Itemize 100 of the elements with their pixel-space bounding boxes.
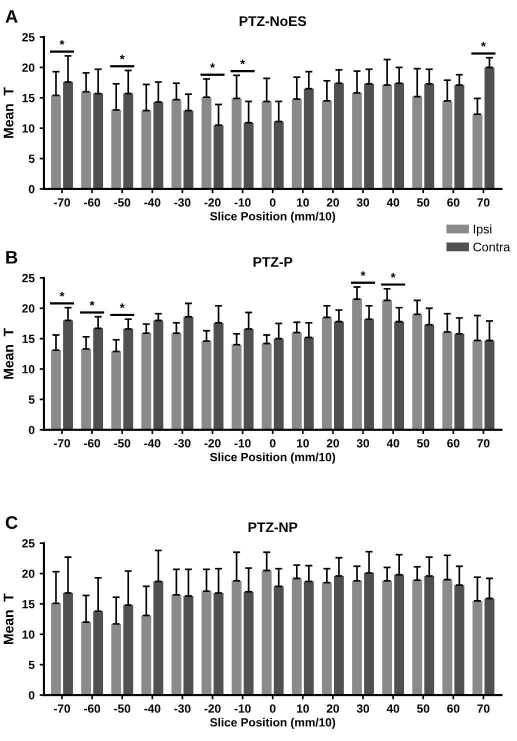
bar xyxy=(334,576,344,696)
annotation: * xyxy=(481,42,486,47)
x-tick-label: 40 xyxy=(386,439,400,448)
x-tick-label: 0 xyxy=(270,704,276,713)
y-tick-label: 15 xyxy=(22,600,35,608)
x-tick-label: -40 xyxy=(144,439,160,448)
x-tick-label: -70 xyxy=(54,704,70,713)
text: C xyxy=(6,516,18,529)
bar xyxy=(153,320,164,430)
bar xyxy=(141,615,152,696)
x-tick-label: -20 xyxy=(204,198,221,207)
x-tick-label: 60 xyxy=(447,198,460,207)
bar xyxy=(63,320,73,430)
y-tick-label: 5 xyxy=(28,396,35,404)
y-axis-title: Mean T xyxy=(4,328,14,379)
x-tick-label: -60 xyxy=(84,198,100,207)
x-tick-label: -40 xyxy=(144,704,160,713)
x-tick-label: -60 xyxy=(84,439,100,448)
bar xyxy=(412,580,422,696)
y-tick-label: 5 xyxy=(28,154,35,163)
bar xyxy=(352,92,362,189)
bar xyxy=(202,97,212,189)
bar xyxy=(382,580,392,696)
bar xyxy=(214,322,224,430)
bar xyxy=(232,98,242,189)
bar xyxy=(352,299,362,430)
bar xyxy=(292,332,302,430)
x-tick-label: 50 xyxy=(417,704,430,713)
bar xyxy=(382,300,392,430)
bar xyxy=(442,332,452,430)
x-tick-label: -50 xyxy=(114,439,130,448)
bar xyxy=(111,110,122,189)
bar xyxy=(202,591,212,696)
bar xyxy=(424,324,434,430)
x-tick-label: 30 xyxy=(356,198,370,207)
bar xyxy=(394,322,404,430)
bar xyxy=(412,96,422,189)
bar xyxy=(472,340,482,430)
x-tick-label: 40 xyxy=(386,198,400,207)
bar xyxy=(153,102,164,189)
y-tick-label: 0 xyxy=(28,184,34,194)
annotation: * xyxy=(120,303,125,308)
bar xyxy=(93,611,104,696)
y-tick-label: 15 xyxy=(22,94,35,102)
bar xyxy=(81,92,92,189)
bar xyxy=(454,334,464,430)
bar xyxy=(454,85,464,189)
y-axis-title: Mean T xyxy=(4,87,14,138)
y-tick-label: 25 xyxy=(22,274,35,282)
bar xyxy=(424,84,434,189)
bar xyxy=(111,624,122,696)
chart-title: PTZ-NP xyxy=(248,522,298,532)
annotation: * xyxy=(120,54,125,60)
x-tick-label: -70 xyxy=(54,439,70,448)
bar xyxy=(394,83,404,189)
y-tick-label: 20 xyxy=(22,304,34,313)
bar xyxy=(183,316,194,430)
x-tick-label: -60 xyxy=(84,704,100,713)
bar xyxy=(262,344,272,430)
bar xyxy=(123,605,134,696)
x-tick-label: -10 xyxy=(234,704,251,713)
x-tick-label: 20 xyxy=(326,198,340,207)
bar xyxy=(111,351,122,430)
y-tick-label: 20 xyxy=(22,570,34,578)
bar xyxy=(472,600,482,696)
bar xyxy=(262,101,272,189)
x-tick-label: 60 xyxy=(447,704,460,713)
y-tick-label: 10 xyxy=(22,124,34,133)
y-tick-label: 15 xyxy=(22,334,35,344)
x-tick-label: 20 xyxy=(326,704,340,713)
bar xyxy=(232,344,242,430)
bar xyxy=(454,585,464,696)
bar xyxy=(244,328,254,430)
x-tick-label: -70 xyxy=(54,198,70,207)
x-tick-label: 70 xyxy=(477,439,490,448)
bar xyxy=(214,592,224,696)
bar xyxy=(123,94,134,189)
bar xyxy=(484,67,494,189)
bar xyxy=(442,100,452,189)
bar xyxy=(274,338,284,430)
x-tick-label: -10 xyxy=(234,439,251,448)
bar xyxy=(274,122,284,189)
x-tick-label: 40 xyxy=(386,704,400,713)
bar xyxy=(93,328,104,430)
x-tick-label: 70 xyxy=(477,704,490,713)
bar xyxy=(352,580,362,696)
annotation: * xyxy=(60,40,64,45)
bar xyxy=(63,82,73,189)
x-tick-label: 50 xyxy=(417,439,430,448)
y-tick-label: 10 xyxy=(22,630,34,639)
x-tick-label: 0 xyxy=(270,439,276,448)
chart-title: PTZ-P xyxy=(254,257,292,267)
chart-title: PTZ-NoES xyxy=(240,16,306,26)
bar xyxy=(484,340,494,430)
bar xyxy=(244,122,254,189)
x-tick-label: 30 xyxy=(356,704,370,713)
bar xyxy=(304,581,314,696)
bar xyxy=(412,314,422,430)
annotation: * xyxy=(210,63,215,68)
annotation: * xyxy=(360,271,366,276)
